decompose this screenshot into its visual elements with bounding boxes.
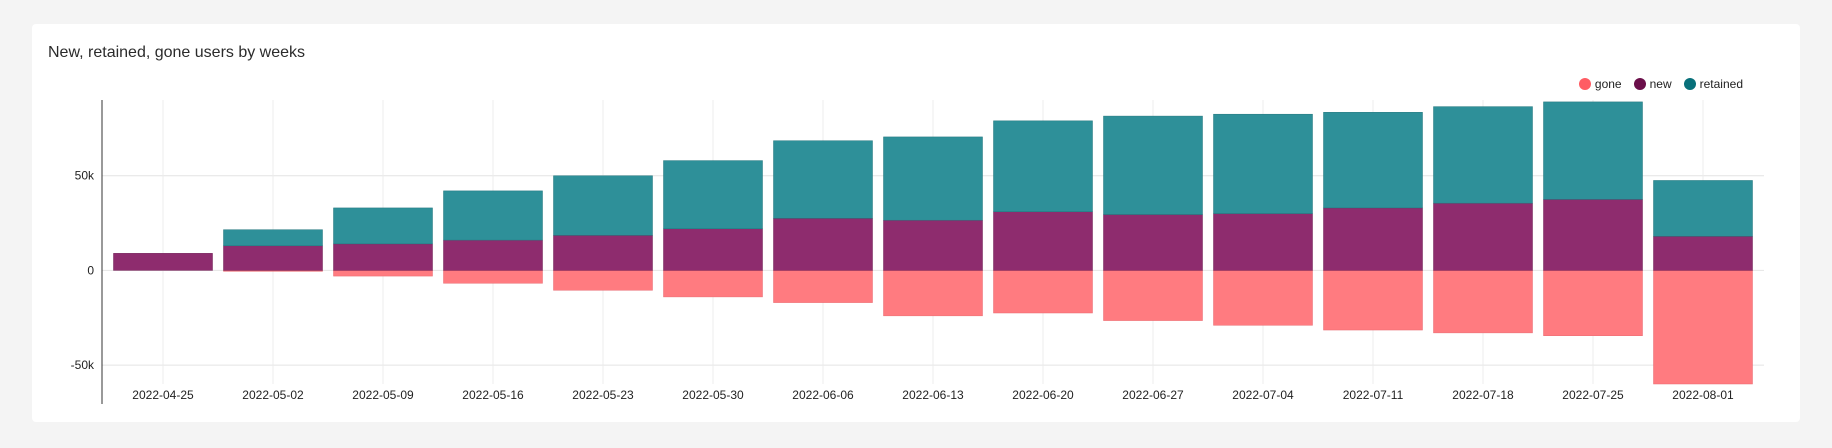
bar-retained	[773, 140, 873, 219]
bar-new	[333, 243, 433, 271]
bar-new	[1653, 236, 1753, 271]
x-tick-label: 2022-07-04	[1232, 388, 1294, 402]
bar-retained	[1213, 113, 1313, 214]
stacked-bar-chart: 50k 0 -50k 2022-04-25 2022-05-02 2022-05-09 20…	[71, 100, 1764, 404]
bar-gone	[1323, 270, 1423, 331]
bar-new	[1433, 202, 1533, 271]
x-tick-label: 2022-06-06	[792, 388, 854, 402]
bar-retained	[1543, 101, 1643, 200]
bar-new	[223, 245, 323, 271]
bar-retained	[1433, 106, 1533, 204]
legend-label-gone: gone	[1594, 77, 1622, 91]
bar-new	[113, 253, 213, 271]
bar-gone	[553, 270, 653, 291]
x-tick-label: 2022-05-23	[572, 388, 634, 402]
x-tick-label: 2022-08-01	[1672, 388, 1734, 402]
bar-gone	[993, 270, 1093, 314]
legend-item-retained[interactable]: retained	[1683, 77, 1743, 91]
bar-gone	[443, 270, 543, 284]
bar-new	[993, 211, 1093, 271]
bar-new	[663, 228, 763, 271]
chart-card: New, retained, gone users by weeks gone …	[32, 24, 1800, 422]
y-tick-label: 0	[87, 263, 94, 277]
chart-legend: gone new retained	[1567, 77, 1743, 91]
x-tick-label: 2022-07-11	[1343, 388, 1404, 402]
x-tick-label: 2022-07-18	[1452, 388, 1514, 402]
bar-new	[883, 219, 983, 271]
bar-new	[1103, 214, 1203, 271]
bar-retained	[993, 120, 1093, 212]
bar-new	[1323, 207, 1423, 271]
bar-retained	[1653, 180, 1753, 237]
legend-item-new[interactable]: new	[1633, 77, 1672, 91]
x-tick-label: 2022-05-16	[462, 388, 524, 402]
bar-gone	[333, 270, 433, 277]
legend-swatch-gone	[1578, 78, 1591, 90]
bar-gone	[1433, 270, 1533, 334]
legend-item-gone[interactable]: gone	[1578, 77, 1622, 91]
x-tick-label: 2022-06-27	[1122, 388, 1184, 402]
bar-new	[773, 218, 873, 271]
y-tick-label: -50k	[71, 358, 95, 372]
x-tick-label: 2022-05-30	[682, 388, 744, 402]
y-tick-label: 50k	[75, 169, 95, 183]
bar-retained	[443, 190, 543, 241]
legend-swatch-retained	[1683, 78, 1696, 90]
bar-gone	[1653, 270, 1753, 385]
bar-retained	[1103, 115, 1203, 215]
x-tick-label: 2022-07-25	[1562, 388, 1624, 402]
legend-swatch-new	[1633, 78, 1646, 90]
bar-gone	[1213, 270, 1313, 326]
bar-new	[443, 239, 543, 271]
x-tick-label: 2022-05-09	[352, 388, 414, 402]
bar-retained	[1323, 112, 1423, 209]
bar-new	[553, 235, 653, 271]
bar-new	[1213, 213, 1313, 271]
bar-gone	[1103, 270, 1203, 321]
bar-gone	[773, 270, 873, 303]
bar-gone	[1543, 270, 1643, 336]
x-tick-label: 2022-05-02	[242, 388, 304, 402]
bar-retained	[223, 229, 323, 247]
x-tick-label: 2022-04-25	[132, 388, 194, 402]
chart-title: New, retained, gone users by weeks	[48, 44, 306, 61]
bar-retained	[883, 136, 983, 221]
bar-retained	[333, 207, 433, 245]
bar-gone	[883, 270, 983, 317]
x-tick-label: 2022-06-20	[1012, 388, 1074, 402]
bar-retained	[663, 160, 763, 229]
bar-new	[1543, 199, 1643, 271]
legend-label-new: new	[1649, 77, 1672, 91]
x-tick-label: 2022-06-13	[902, 388, 964, 402]
legend-label-retained: retained	[1699, 77, 1743, 91]
bar-retained	[553, 175, 653, 236]
bar-gone	[663, 270, 763, 298]
